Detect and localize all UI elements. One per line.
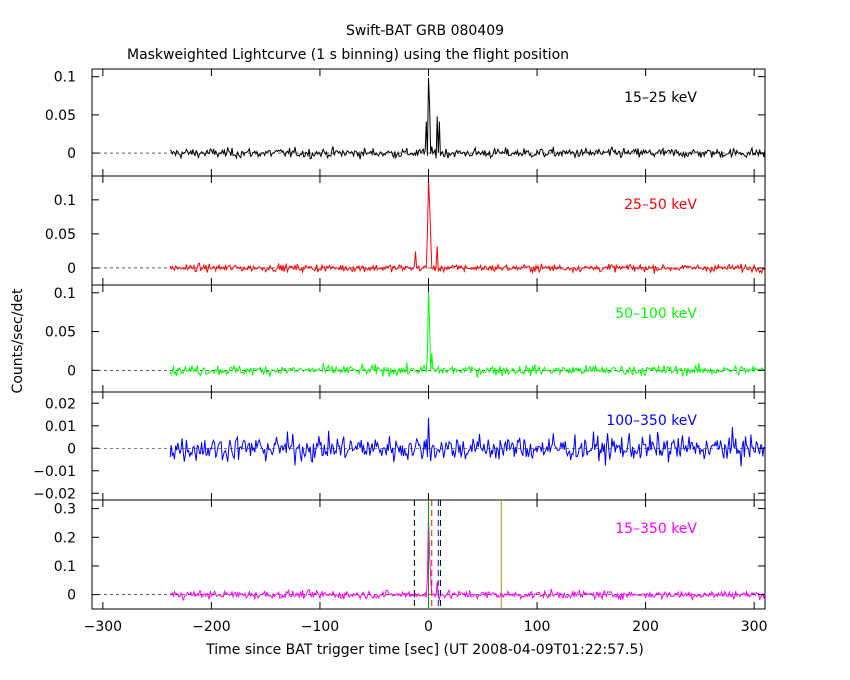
y-tick-label: 0	[67, 441, 76, 457]
lightcurve-series-4	[169, 417, 766, 467]
y-tick-label: 0.02	[45, 396, 76, 412]
x-tick-label: −300	[84, 619, 122, 635]
y-tick-label: −0.02	[33, 486, 76, 502]
lightcurve-series-1	[169, 77, 766, 160]
y-tick-label: 0	[67, 588, 76, 604]
x-tick-label: 100	[524, 619, 551, 635]
x-tick-label: 200	[632, 619, 659, 635]
lightcurve-series-2	[169, 180, 766, 275]
y-tick-label: 0	[67, 261, 76, 277]
y-tick-label: 0.1	[54, 193, 76, 209]
y-tick-label: 0.05	[45, 227, 76, 243]
x-tick-label: 0	[424, 619, 433, 635]
y-tick-label: 0.1	[54, 70, 76, 86]
x-tick-label: 300	[741, 619, 768, 635]
y-tick-label: 0.05	[45, 108, 76, 124]
y-tick-label: 0.01	[45, 419, 76, 435]
panel-frame-4	[91, 391, 766, 501]
band-label-1: 15–25 keV	[624, 90, 697, 106]
band-label-2: 25–50 keV	[624, 197, 697, 213]
band-label-4: 100–350 keV	[606, 413, 697, 429]
y-tick-label: 0.2	[54, 530, 76, 546]
y-tick-label: 0	[67, 146, 76, 162]
y-tick-label: 0	[67, 363, 76, 379]
lightcurve-series-3	[169, 289, 766, 378]
y-tick-label: 0.1	[54, 559, 76, 575]
band-label-5: 15–350 keV	[615, 521, 697, 537]
x-tick-label: −200	[192, 619, 230, 635]
chart-subtitle: Maskweighted Lightcurve (1 s binning) us…	[127, 47, 569, 63]
panels-group: 0 0.05 0.1 15–25 keV 0 0.05 0.1 25–50 keV 0 0.05 0…	[33, 68, 768, 635]
band-label-3: 50–100 keV	[615, 306, 697, 322]
y-tick-label: 0.3	[54, 502, 76, 518]
lightcurve-series-5	[170, 513, 766, 602]
x-axis-label: Time since BAT trigger time [sec] (UT 20…	[205, 642, 644, 658]
chart-title: Swift-BAT GRB 080409	[346, 23, 504, 39]
y-tick-label: −0.01	[33, 464, 76, 480]
y-tick-label: 0.1	[54, 286, 76, 302]
x-tick-label: −100	[301, 619, 339, 635]
y-tick-label: 0.05	[45, 325, 76, 341]
y-axis-label: Counts/sec/det	[10, 288, 26, 393]
